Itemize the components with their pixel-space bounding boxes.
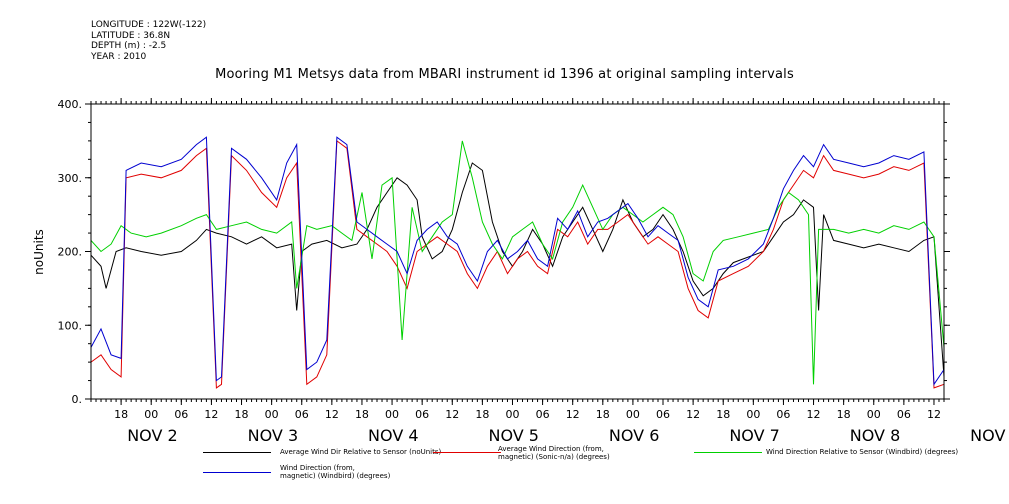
day-label: NOV 4 bbox=[368, 426, 419, 445]
series-layer bbox=[90, 136, 945, 389]
chart-title: Mooring M1 Metsys data from MBARI instru… bbox=[215, 67, 794, 82]
y-tick-label: 0. bbox=[72, 393, 83, 406]
x-tick-label: 18 bbox=[716, 408, 730, 421]
x-tick-label: 06 bbox=[656, 408, 670, 421]
day-label: NOV 7 bbox=[729, 426, 780, 445]
axis-layer: 0. 100. 200. 300. 400. 18 00 06 12 18 00 06 12 18 00 06… bbox=[58, 98, 1009, 445]
x-tick-label: 18 bbox=[235, 408, 249, 421]
x-tick-label: 06 bbox=[174, 408, 188, 421]
y-tick-label: 100. bbox=[58, 319, 83, 332]
x-tick-label: 00 bbox=[144, 408, 158, 421]
x-tick-label: 00 bbox=[505, 408, 519, 421]
x-tick-label: 12 bbox=[445, 408, 459, 421]
x-tick-label: 12 bbox=[927, 408, 941, 421]
depth-text: DEPTH (m) : -2.5 bbox=[91, 41, 167, 51]
day-label: NOV 5 bbox=[488, 426, 539, 445]
x-tick-label: 12 bbox=[686, 408, 700, 421]
x-tick-label: 00 bbox=[385, 408, 399, 421]
x-tick-label: 06 bbox=[897, 408, 911, 421]
year-text: YEAR : 2010 bbox=[91, 51, 147, 62]
y-tick-label: 400. bbox=[58, 98, 83, 111]
x-tick-label: 06 bbox=[536, 408, 550, 421]
day-label: NOV 3 bbox=[248, 426, 299, 445]
day-label: NOV 6 bbox=[609, 426, 660, 445]
legend-entry-3: Wind Direction (from, magnetic) (Windbir… bbox=[280, 464, 391, 480]
legend-entry-1: Average Wind Direction (from, magnetic) … bbox=[498, 445, 610, 461]
day-label: NOV 9 bbox=[970, 426, 1009, 445]
x-tick-label: 18 bbox=[475, 408, 489, 421]
series-line-2 bbox=[90, 140, 945, 385]
legend-swatch-2 bbox=[694, 452, 762, 453]
legend-swatch-0 bbox=[203, 452, 271, 453]
x-tick-label: 00 bbox=[746, 408, 760, 421]
x-tick-label: 06 bbox=[776, 408, 790, 421]
x-tick-label: 06 bbox=[295, 408, 309, 421]
x-tick-label: 18 bbox=[114, 408, 128, 421]
latitude-text: LATITUDE : 36.8N bbox=[91, 30, 171, 41]
x-tick-label: 12 bbox=[325, 408, 339, 421]
y-tick-label: 200. bbox=[58, 246, 83, 259]
longitude-text: LONGITUDE : 122W(-122) bbox=[91, 20, 207, 30]
x-tick-label: 06 bbox=[415, 408, 429, 421]
metadata-block: LONGITUDE : 122W(-122) LATITUDE : 36.8N … bbox=[91, 20, 206, 62]
x-tick-label: 18 bbox=[355, 408, 369, 421]
x-tick-label: 12 bbox=[204, 408, 218, 421]
day-label: NOV 2 bbox=[127, 426, 178, 445]
y-axis-label: noUnits bbox=[32, 229, 46, 275]
x-tick-label: 12 bbox=[566, 408, 580, 421]
x-tick-label: 18 bbox=[837, 408, 851, 421]
legend-swatch-1 bbox=[433, 452, 501, 453]
series-line-0 bbox=[90, 162, 945, 377]
x-tick-label: 00 bbox=[626, 408, 640, 421]
day-label: NOV 8 bbox=[850, 426, 901, 445]
legend-swatch-3 bbox=[203, 472, 271, 473]
x-tick-label: 00 bbox=[867, 408, 881, 421]
x-tick-label: 00 bbox=[265, 408, 279, 421]
x-tick-label: 12 bbox=[807, 408, 821, 421]
legend-entry-2: Wind Direction Relative to Sensor (Windb… bbox=[766, 448, 959, 456]
legend-entry-0: Average Wind Dir Relative to Sensor (noU… bbox=[280, 448, 442, 456]
x-tick-label: 18 bbox=[596, 408, 610, 421]
series-line-3 bbox=[90, 136, 945, 386]
y-tick-label: 300. bbox=[58, 172, 83, 185]
